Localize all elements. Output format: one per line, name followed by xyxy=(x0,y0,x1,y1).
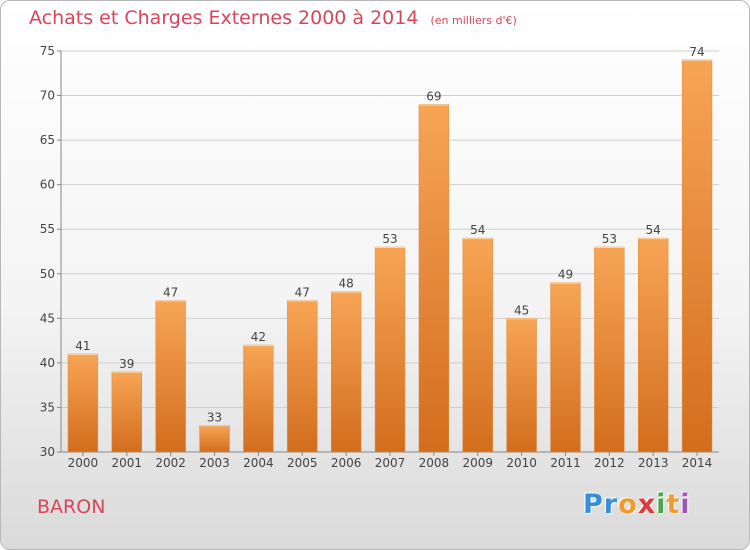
logo-letter: x xyxy=(637,489,657,520)
logo-letter: r xyxy=(603,489,619,520)
data-label: 54 xyxy=(646,223,661,237)
bar xyxy=(155,300,186,453)
bar xyxy=(287,300,318,453)
x-tick-label: 2002 xyxy=(155,456,186,470)
bar xyxy=(330,291,362,453)
commune-name: BARON xyxy=(37,496,106,518)
data-label: 42 xyxy=(251,330,266,344)
data-label: 41 xyxy=(75,339,90,353)
x-tick-label: 2008 xyxy=(419,456,450,470)
data-label: 53 xyxy=(602,232,617,246)
bar xyxy=(199,425,230,453)
data-label: 47 xyxy=(163,286,178,300)
bar xyxy=(374,246,406,453)
y-tick-label: 65 xyxy=(40,133,55,147)
y-tick-label: 45 xyxy=(40,311,55,325)
x-tick-label: 2014 xyxy=(682,456,713,470)
x-tick-label: 2006 xyxy=(331,456,362,470)
y-tick-label: 50 xyxy=(40,267,55,281)
x-tick-label: 2011 xyxy=(550,456,581,470)
x-tick-label: 2012 xyxy=(594,456,625,470)
bar xyxy=(111,371,142,453)
x-tick-label: 2000 xyxy=(68,456,99,470)
y-tick-label: 60 xyxy=(40,178,55,192)
bar xyxy=(550,282,581,453)
bar xyxy=(638,237,669,453)
data-label: 45 xyxy=(514,303,529,317)
x-tick-label: 2009 xyxy=(462,456,493,470)
bar xyxy=(594,246,625,453)
logo-letter: o xyxy=(618,489,638,520)
logo-letter: t xyxy=(666,489,681,520)
bar xyxy=(243,344,274,453)
logo-letter: i xyxy=(680,489,691,520)
logo-letter: i xyxy=(656,489,667,520)
data-label: 74 xyxy=(689,45,704,59)
data-label: 47 xyxy=(295,286,310,300)
x-tick-label: 2001 xyxy=(112,456,143,470)
x-tick-label: 2005 xyxy=(287,456,318,470)
proxiti-logo: Proxiti xyxy=(583,489,691,520)
data-label: 39 xyxy=(119,357,134,371)
logo-letter: P xyxy=(583,489,604,520)
bar xyxy=(418,104,450,453)
y-tick-label: 35 xyxy=(40,400,55,414)
chart-title: Achats et Charges Externes 2000 à 2014 (… xyxy=(29,7,517,29)
data-label: 49 xyxy=(558,268,573,282)
data-label: 53 xyxy=(382,232,397,246)
y-tick-label: 55 xyxy=(40,222,55,236)
chart-subtitle: (en milliers d'€) xyxy=(430,14,517,27)
x-tick-label: 2010 xyxy=(506,456,537,470)
bar xyxy=(506,318,537,453)
data-label: 33 xyxy=(207,410,222,424)
bar xyxy=(67,353,99,453)
bar xyxy=(462,237,493,453)
data-label: 69 xyxy=(426,89,441,103)
x-tick-label: 2003 xyxy=(199,456,230,470)
y-tick-label: 75 xyxy=(40,44,55,58)
data-label: 54 xyxy=(470,223,485,237)
bar xyxy=(681,59,713,453)
chart-title-text: Achats et Charges Externes 2000 à 2014 xyxy=(29,7,419,29)
y-tick-label: 40 xyxy=(40,356,55,370)
y-tick-label: 30 xyxy=(40,445,55,459)
data-label: 48 xyxy=(338,277,353,291)
x-tick-label: 2013 xyxy=(638,456,669,470)
x-tick-label: 2007 xyxy=(375,456,406,470)
x-tick-label: 2004 xyxy=(243,456,274,470)
y-tick-label: 70 xyxy=(40,89,55,103)
